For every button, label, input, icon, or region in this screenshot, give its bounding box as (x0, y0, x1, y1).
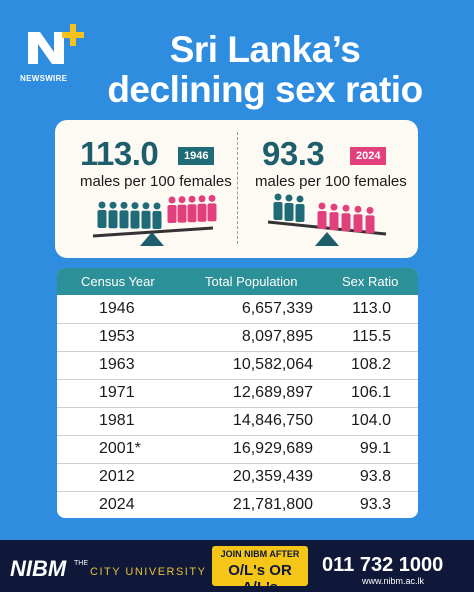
cell-population: 6,657,339 (241, 300, 313, 317)
female-icon (167, 196, 177, 223)
female-icon (329, 203, 339, 231)
cell-ratio: 113.0 (352, 300, 391, 317)
male-icon (295, 195, 305, 222)
male-icon (97, 201, 107, 228)
cell-year: 1946 (99, 300, 135, 317)
female-icon (187, 195, 197, 223)
scale-illustrations (92, 193, 387, 246)
fulcrum (315, 232, 339, 246)
cell-year: 1963 (99, 356, 135, 373)
male-icon (108, 201, 118, 229)
male-icon (130, 202, 140, 229)
table-row: 2001* 16,929,689 99.1 (57, 435, 418, 464)
female-icon (317, 202, 327, 229)
female-icon (197, 195, 207, 222)
promo-box (212, 546, 308, 586)
female-icon (177, 196, 187, 223)
cell-year: 2001* (99, 440, 141, 457)
male-icon (284, 194, 294, 221)
table-row: 1971 12,689,897 106.1 (57, 379, 418, 408)
cell-year: 1981 (99, 412, 135, 429)
tagline-top: THE (74, 560, 88, 567)
table-row: 1981 14,846,750 104.0 (57, 407, 418, 436)
year-badge: 1946 (178, 147, 215, 165)
female-icon (341, 204, 351, 232)
logo-text: NEWSWIRE (20, 74, 68, 83)
cell-year: 1953 (99, 328, 135, 345)
brand: NIBM (10, 556, 67, 581)
cell-ratio: 106.1 (350, 384, 391, 401)
cell-year: 2024 (99, 496, 135, 513)
cell-ratio: 93.8 (359, 468, 391, 485)
cell-population: 21,781,800 (232, 496, 313, 513)
male-icon (152, 202, 162, 229)
column-header: Census Year (81, 274, 155, 289)
female-icon (353, 205, 363, 233)
ratio: 93.3 (262, 135, 325, 172)
male-icon (119, 201, 129, 229)
cell-population: 8,097,895 (241, 328, 313, 345)
cell-population: 10,582,064 (232, 356, 313, 373)
table-row: 2012 20,359,439 93.8 (57, 463, 418, 492)
table-row: 1946 6,657,339 113.0 (57, 295, 418, 324)
cell-year: 1971 (99, 384, 135, 401)
table-header: Census Year Total Population Sex Ratio (57, 268, 418, 295)
divider (237, 132, 238, 244)
cell-population: 14,846,750 (232, 412, 313, 429)
cell-ratio: 108.2 (350, 356, 391, 373)
census-table: Census Year Total Population Sex Ratio 1… (57, 268, 418, 518)
female-icon (207, 194, 217, 222)
phone: 011 732 1000 (322, 554, 444, 576)
cell-ratio: 99.1 (359, 440, 391, 457)
cell-year: 2012 (99, 468, 135, 485)
cell-population: 12,689,897 (232, 384, 313, 401)
ratio: 113.0 (80, 135, 159, 172)
female-icon (365, 206, 375, 234)
cell-population: 16,929,689 (232, 440, 313, 457)
table-row: 1963 10,582,064 108.2 (57, 351, 418, 380)
column-header: Sex Ratio (342, 274, 399, 289)
table-row: 1953 8,097,895 115.5 (57, 323, 418, 352)
cell-ratio: 104.0 (350, 412, 391, 429)
fulcrum (140, 232, 164, 246)
male-icon (141, 202, 151, 229)
male-icon (273, 193, 283, 220)
year-badge: 2024 (350, 147, 387, 165)
caption: males per 100 females (255, 173, 407, 190)
logo-mark (28, 24, 84, 64)
promo-line: JOIN NIBM AFTER (220, 549, 300, 559)
caption: males per 100 females (80, 173, 232, 190)
column-header: Total Population (205, 274, 298, 289)
table-row: 2024 21,781,800 93.3 (57, 491, 418, 518)
title: Sri Lanka’s (169, 29, 361, 70)
website: www.nibm.ac.lk (362, 576, 425, 586)
promo-line: O/L's OR A/L's (228, 562, 292, 592)
seesaw-beam (92, 226, 214, 238)
cell-ratio: 93.3 (359, 496, 391, 513)
tagline: CITY UNIVERSITY (90, 566, 207, 578)
cell-ratio: 115.5 (352, 328, 391, 345)
cell-population: 20,359,439 (232, 468, 313, 485)
title: declining sex ratio (107, 69, 423, 110)
